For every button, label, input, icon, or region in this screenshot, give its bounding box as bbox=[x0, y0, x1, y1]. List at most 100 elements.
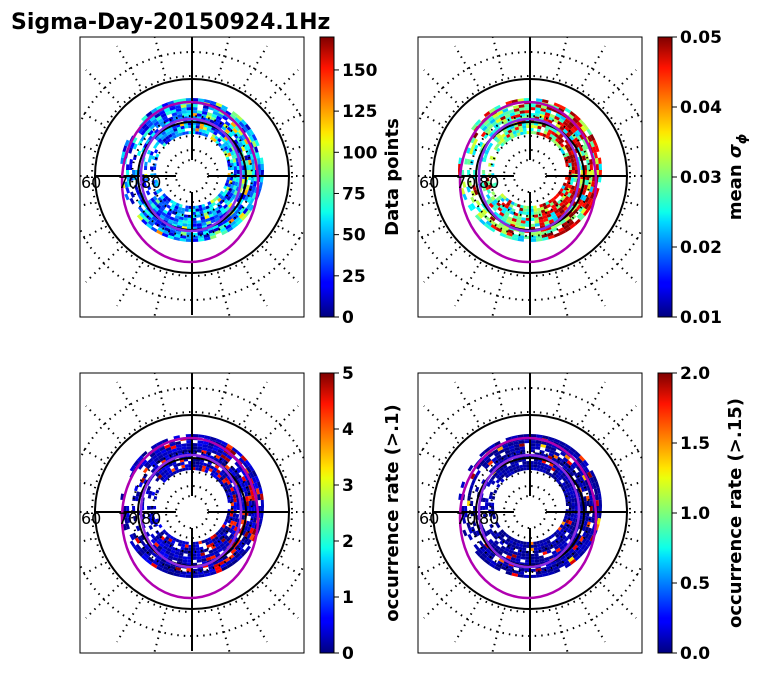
data-cell bbox=[467, 159, 471, 165]
lt-spoke bbox=[418, 227, 441, 242]
data-cell bbox=[467, 170, 471, 176]
data-cell bbox=[241, 476, 247, 482]
data-cell bbox=[148, 490, 153, 496]
data-cell bbox=[225, 446, 232, 452]
data-cell bbox=[256, 494, 261, 501]
data-cell bbox=[259, 512, 264, 519]
colorbar-tick-label: 4 bbox=[342, 420, 354, 440]
data-cell bbox=[564, 562, 572, 569]
data-cell bbox=[576, 471, 582, 478]
panel-frame bbox=[79, 36, 305, 318]
data-cell bbox=[493, 115, 500, 121]
data-cell bbox=[169, 565, 176, 570]
data-cell bbox=[213, 107, 220, 113]
data-cell bbox=[152, 195, 158, 201]
data-cell bbox=[159, 120, 165, 126]
data-cell bbox=[546, 565, 553, 570]
data-cell bbox=[493, 145, 499, 151]
data-cell bbox=[159, 476, 165, 481]
data-cell bbox=[461, 506, 465, 513]
data-cell bbox=[192, 446, 198, 450]
data-cell bbox=[542, 133, 547, 138]
dotted-lat-circle bbox=[175, 159, 209, 193]
data-cell bbox=[543, 466, 548, 471]
data-cell bbox=[137, 194, 143, 200]
data-cell bbox=[230, 212, 237, 219]
panel-frame bbox=[79, 372, 305, 654]
data-cell bbox=[495, 138, 501, 144]
data-cell bbox=[217, 193, 222, 198]
lt-spoke bbox=[630, 480, 642, 487]
data-cell bbox=[505, 469, 511, 475]
lt-spoke bbox=[217, 373, 231, 412]
data-cell bbox=[227, 519, 232, 524]
data-cell bbox=[192, 235, 199, 239]
data-cell bbox=[473, 144, 479, 151]
data-cell bbox=[234, 552, 241, 559]
data-cell bbox=[491, 120, 498, 127]
data-cell bbox=[561, 525, 567, 531]
data-cell bbox=[508, 549, 514, 554]
data-cell bbox=[197, 568, 204, 572]
data-cell bbox=[571, 162, 575, 167]
data-cell bbox=[140, 135, 146, 142]
data-cell bbox=[127, 180, 132, 188]
data-cell bbox=[166, 449, 173, 455]
data-cell bbox=[516, 555, 522, 560]
data-cell bbox=[164, 128, 170, 134]
data-cell bbox=[499, 204, 505, 210]
data-cell bbox=[592, 475, 598, 483]
data-cell bbox=[149, 520, 154, 526]
data-cell bbox=[192, 110, 198, 114]
data-cell bbox=[496, 133, 502, 139]
data-cell bbox=[509, 448, 516, 453]
data-cell bbox=[481, 143, 486, 149]
data-cell bbox=[500, 478, 505, 483]
data-cell bbox=[549, 449, 556, 455]
lt-spoke bbox=[80, 227, 103, 242]
data-cell bbox=[217, 478, 222, 483]
data-cell bbox=[559, 104, 566, 111]
data-cell bbox=[552, 118, 559, 124]
data-cell bbox=[507, 542, 513, 547]
colorbar-label: mean σϕ bbox=[725, 134, 750, 221]
data-cell bbox=[497, 476, 503, 481]
data-cell bbox=[212, 474, 218, 479]
data-cell bbox=[196, 553, 201, 557]
data-cell bbox=[165, 535, 170, 541]
data-cell bbox=[583, 165, 587, 170]
data-cell bbox=[581, 531, 588, 538]
data-cell bbox=[232, 158, 237, 163]
data-cell bbox=[164, 531, 169, 536]
data-cell bbox=[219, 542, 225, 548]
data-cell bbox=[551, 443, 558, 449]
data-cell bbox=[549, 133, 555, 139]
data-cell bbox=[237, 540, 244, 547]
data-cell bbox=[224, 182, 229, 187]
data-cell bbox=[236, 218, 243, 226]
data-cell bbox=[505, 570, 513, 576]
data-cell bbox=[220, 133, 226, 139]
colorbar-tick-label: 1 bbox=[342, 588, 354, 608]
colorbar bbox=[657, 36, 673, 318]
data-cell bbox=[134, 485, 139, 492]
data-cell bbox=[559, 229, 566, 236]
data-cell bbox=[566, 202, 572, 209]
data-cell bbox=[205, 466, 210, 471]
data-cell bbox=[522, 544, 527, 548]
data-cell bbox=[461, 170, 465, 177]
data-cell bbox=[215, 438, 223, 444]
data-cell bbox=[226, 126, 233, 132]
data-cell bbox=[522, 208, 527, 212]
data-cell bbox=[150, 538, 156, 545]
data-cell bbox=[153, 495, 158, 500]
data-cell bbox=[589, 500, 593, 506]
data-cell bbox=[167, 218, 174, 224]
data-cell bbox=[512, 441, 520, 446]
data-cell bbox=[510, 208, 516, 213]
data-cell bbox=[521, 550, 527, 554]
data-cell bbox=[583, 520, 588, 527]
data-cell bbox=[213, 563, 220, 569]
lt-spoke bbox=[264, 405, 299, 440]
